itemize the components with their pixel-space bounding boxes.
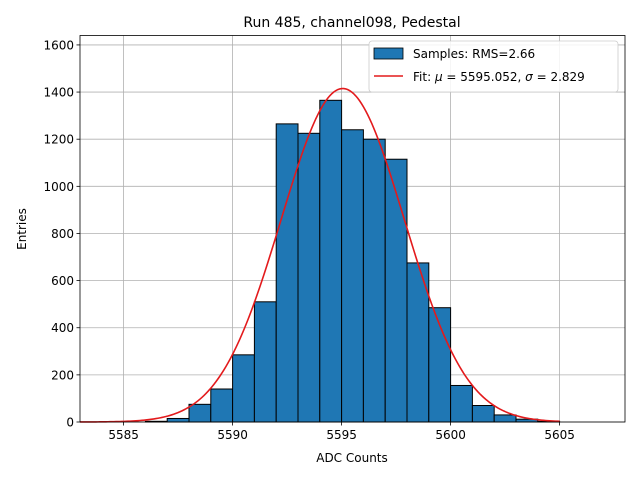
histogram-bars (144, 99, 561, 423)
y-tick-label: 200 (51, 368, 74, 382)
x-axis-ticks: 5585 5590 5595 5600 5605 (108, 422, 575, 442)
y-tick-label: 1000 (43, 180, 74, 194)
legend-box (368, 40, 619, 93)
y-tick-label: 1400 (43, 86, 74, 100)
x-tick-label: 5590 (217, 428, 248, 442)
histogram-bar (210, 388, 234, 423)
histogram-bar (188, 403, 212, 423)
fit-curve (80, 87, 560, 423)
y-axis-ticks: 0 200 400 600 800 1000 1200 1400 1600 (43, 38, 80, 430)
histogram-bar (166, 417, 190, 423)
histogram-bar (493, 414, 517, 423)
y-tick-label: 800 (51, 227, 74, 241)
y-tick-label: 400 (51, 321, 74, 335)
histogram-bar (362, 138, 386, 423)
histogram-bar (232, 354, 255, 423)
legend: Samples: RMS=2.66 Fit: μ = 5595.052, σ =… (368, 40, 619, 93)
y-tick-label: 0 (66, 416, 74, 430)
y-tick-label: 1600 (43, 38, 74, 52)
histogram-bar (275, 123, 299, 423)
histogram-bar (450, 384, 473, 423)
x-tick-label: 5595 (326, 428, 357, 442)
plot-frame (79, 35, 626, 423)
histogram-bar (341, 129, 364, 423)
histogram-bar (297, 132, 321, 423)
histogram-bar (319, 99, 343, 423)
y-axis-label: Entries (15, 208, 29, 250)
y-tick-label: 600 (51, 274, 74, 288)
x-tick-label: 5605 (544, 428, 575, 442)
histogram-bar (471, 405, 495, 423)
x-axis-label: ADC Counts (316, 451, 388, 465)
legend-histogram-label: Samples: RMS=2.66 (413, 47, 535, 61)
legend-histogram-swatch (373, 47, 404, 60)
x-tick-label: 5600 (435, 428, 466, 442)
x-tick-label: 5585 (108, 428, 139, 442)
chart-title: Run 485, channel098, Pedestal (243, 15, 460, 31)
histogram-bar (253, 301, 277, 423)
legend-fit-label: Fit: μ = 5595.052, σ = 2.829 (413, 70, 585, 84)
y-tick-label: 1200 (43, 133, 74, 147)
histogram-bar (384, 158, 408, 423)
